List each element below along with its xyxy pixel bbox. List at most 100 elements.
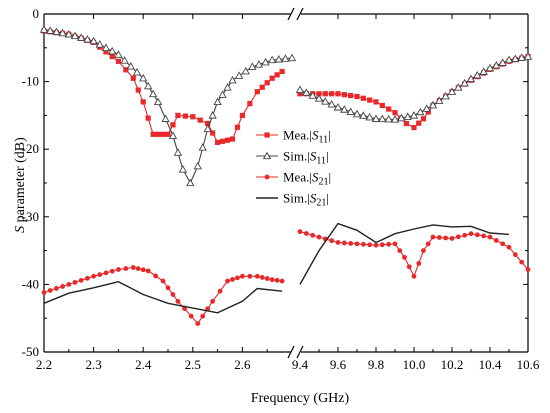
data-point-mea_s21 xyxy=(41,290,47,295)
x-tick-label: 2.2 xyxy=(36,357,52,372)
data-point-sim_s11 xyxy=(302,88,311,96)
series-line-sim_s21-low xyxy=(43,280,283,314)
data-point-mea_s11 xyxy=(215,139,221,146)
legend: Mea.|S11| Sim.|S11| Mea.|S21| Sim.|S21| xyxy=(256,128,331,209)
data-point-mea_s21 xyxy=(525,267,531,272)
data-point-sim_s11 xyxy=(371,114,381,122)
data-point-mea_s21 xyxy=(303,231,309,236)
data-point-mea_s21 xyxy=(54,286,59,291)
data-point-mea_s21 xyxy=(341,240,347,246)
data-point-mea_s11 xyxy=(205,120,211,127)
y-tick-label: 0 xyxy=(33,6,40,21)
data-point-sim_s11 xyxy=(384,114,393,123)
data-point-sim_s11 xyxy=(213,97,222,106)
x-tick-label: 9.6 xyxy=(330,357,347,372)
data-point-mea_s11 xyxy=(165,131,171,137)
data-point-sim_s11 xyxy=(274,54,283,63)
data-point-mea_s21 xyxy=(279,278,285,284)
data-point-mea_s21 xyxy=(140,267,146,273)
data-point-sim_s11 xyxy=(254,60,264,68)
data-point-sim_s11 xyxy=(64,29,73,38)
data-point-sim_s11 xyxy=(223,83,232,91)
series-line-sim_s11-low xyxy=(43,28,293,185)
data-point-sim_s11 xyxy=(139,73,148,82)
x-tick-label: 2.5 xyxy=(185,357,201,372)
data-point-mea_s21 xyxy=(235,275,240,281)
legend-label: Mea.|S21| xyxy=(283,170,331,188)
data-point-sim_s11 xyxy=(511,54,520,63)
data-point-mea_s11 xyxy=(239,112,245,118)
data-point-mea_s11 xyxy=(103,49,109,55)
data-point-sim_s11 xyxy=(120,56,129,64)
data-point-mea_s11 xyxy=(411,124,417,131)
data-point-sim_s11 xyxy=(281,54,290,62)
data-point-mea_s11 xyxy=(219,138,226,144)
data-point-sim_s11 xyxy=(479,67,488,75)
data-point-mea_s21 xyxy=(436,235,442,240)
data-point-mea_s21 xyxy=(254,273,260,279)
data-point-mea_s21 xyxy=(443,235,449,241)
data-point-mea_s11 xyxy=(264,80,270,86)
data-point-sim_s11 xyxy=(359,111,368,119)
data-point-sim_s11 xyxy=(46,26,55,34)
x-tick-label: 2.4 xyxy=(135,357,152,372)
data-point-sim_s11 xyxy=(321,97,330,105)
data-point-mea_s11 xyxy=(329,91,335,97)
data-point-mea_s21 xyxy=(462,232,468,238)
data-point-sim_s11 xyxy=(340,105,349,113)
break-gap xyxy=(291,346,301,358)
data-point-mea_s11 xyxy=(274,72,280,78)
data-point-mea_s11 xyxy=(259,84,265,90)
series-sim_s21 xyxy=(43,222,510,314)
data-point-sim_s11 xyxy=(333,102,343,111)
data-point-mea_s21 xyxy=(425,241,431,247)
data-point-sim_s11 xyxy=(218,90,227,98)
data-point-sim_s11 xyxy=(143,81,153,90)
data-point-sim_s11 xyxy=(208,111,217,119)
x-axis-label: Frequency (GHz) xyxy=(251,391,350,406)
data-point-mea_s11 xyxy=(254,89,260,95)
data-point-sim_s11 xyxy=(261,57,270,66)
data-point-mea_s21 xyxy=(367,242,373,248)
break-slash xyxy=(296,7,304,21)
data-point-mea_s21 xyxy=(449,236,455,241)
data-point-mea_s11 xyxy=(123,67,129,73)
data-point-sim_s11 xyxy=(473,70,482,79)
data-point-sim_s11 xyxy=(403,112,412,120)
data-point-sim_s11 xyxy=(504,55,514,64)
data-point-sim_s11 xyxy=(441,91,450,100)
legend-marker xyxy=(262,151,272,160)
data-point-sim_s11 xyxy=(517,53,526,61)
data-point-mea_s21 xyxy=(487,234,493,240)
y-axis-label: S parameter (dB) xyxy=(13,137,28,233)
data-point-mea_s21 xyxy=(259,275,265,280)
data-point-mea_s11 xyxy=(170,122,176,128)
data-point-mea_s11 xyxy=(348,92,354,99)
data-point-mea_s11 xyxy=(341,92,347,98)
data-point-mea_s11 xyxy=(425,109,431,115)
series-line-mea_s21-low xyxy=(43,266,283,325)
data-point-sim_s11 xyxy=(101,43,111,51)
data-point-sim_s11 xyxy=(178,165,188,173)
data-point-mea_s11 xyxy=(130,75,136,81)
y-tick-label: -10 xyxy=(22,74,39,89)
data-point-mea_s21 xyxy=(269,277,275,283)
data-point-sim_s11 xyxy=(295,85,305,93)
data-point-mea_s21 xyxy=(455,234,461,240)
data-point-mea_s21 xyxy=(135,266,141,272)
data-point-sim_s11 xyxy=(95,40,104,48)
legend-marker xyxy=(264,174,270,180)
data-point-sim_s11 xyxy=(248,62,257,70)
data-point-mea_s21 xyxy=(373,242,379,248)
y-tick-label: -20 xyxy=(22,141,39,156)
data-point-mea_s21 xyxy=(335,240,341,245)
data-point-sim_s11 xyxy=(523,52,533,60)
legend-label: Sim.|S11| xyxy=(283,149,329,167)
axis-ticks: 0 -10 -20 -30 -40 -502.2 2.3 2.4 2.5 2.6 9.4 9.6 9.8… xyxy=(22,6,540,372)
x-tick-label: 2.6 xyxy=(234,357,251,372)
data-point-mea_s21 xyxy=(182,306,187,312)
data-point-mea_s21 xyxy=(165,285,171,291)
data-point-mea_s21 xyxy=(274,277,280,283)
data-point-mea_s21 xyxy=(297,229,303,235)
